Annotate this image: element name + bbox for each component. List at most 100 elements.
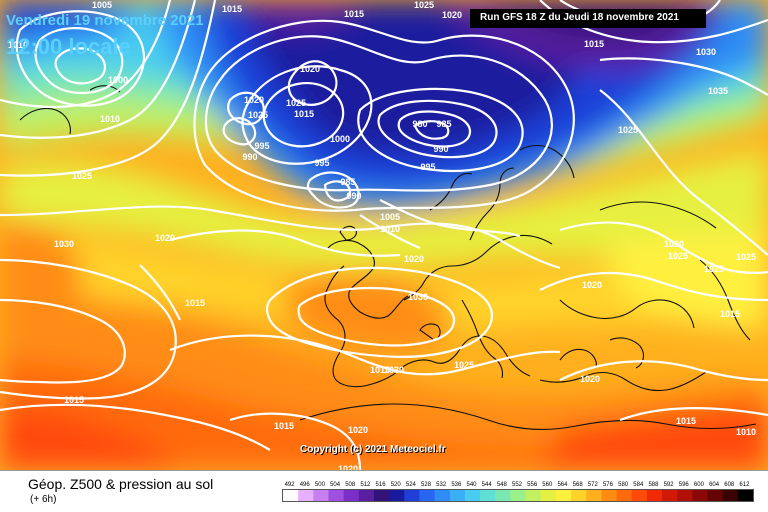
pressure-label: 990	[346, 191, 361, 201]
scale-swatch	[389, 490, 405, 501]
pressure-label: 1020	[348, 425, 368, 435]
scale-swatch	[586, 490, 602, 501]
pressure-label: 1015	[676, 416, 696, 426]
scale-tick-label: 604	[709, 482, 720, 488]
scale-tick-label: 508	[345, 482, 356, 488]
scale-swatch	[313, 490, 329, 501]
scale-tick-label: 560	[542, 482, 553, 488]
scale-swatch	[662, 490, 678, 501]
pressure-label: 1015	[274, 421, 294, 431]
pressure-label: 1015	[720, 309, 740, 319]
scale-swatch	[737, 490, 753, 501]
pressure-label: 1010	[736, 427, 756, 437]
scale-swatch	[631, 490, 648, 501]
color-scale-bar	[282, 489, 754, 502]
pressure-label: 1030	[54, 239, 74, 249]
pressure-label: 1005	[380, 212, 400, 222]
scale-tick-label: 500	[315, 482, 326, 488]
pressure-label: 1005	[92, 0, 112, 10]
pressure-label: 1025	[72, 171, 92, 181]
scale-swatch	[510, 490, 527, 501]
scale-swatch	[298, 490, 314, 501]
pressure-label: 1015	[222, 4, 242, 14]
scale-swatch	[601, 490, 618, 501]
scale-swatch	[343, 490, 360, 501]
pressure-label: 1025	[414, 0, 434, 10]
scale-swatch	[404, 490, 420, 501]
scale-swatch	[480, 490, 496, 501]
scale-swatch	[495, 490, 511, 501]
pressure-label: 990	[242, 152, 257, 162]
scale-swatch	[434, 490, 451, 501]
scale-tick-label: 540	[467, 482, 478, 488]
scale-tick-label: 588	[648, 482, 659, 488]
pressure-label: 1015	[584, 39, 604, 49]
scale-tick-label: 492	[285, 482, 296, 488]
pressure-label: 1015	[294, 109, 314, 119]
geopotential-field	[0, 0, 768, 470]
scale-tick-label: 496	[300, 482, 311, 488]
scale-swatch	[722, 490, 739, 501]
pressure-label: 1015	[185, 298, 205, 308]
pressure-label: 1010	[8, 40, 28, 50]
scale-swatch	[525, 490, 542, 501]
pressure-label: 1025	[454, 360, 474, 370]
scale-tick-label: 600	[694, 482, 705, 488]
scale-swatch	[328, 490, 345, 501]
forecast-offset: (+ 6h)	[30, 494, 57, 505]
pressure-labels: 1005 1015 1015 1025 1020 1015 1000 1010 …	[8, 0, 756, 470]
pressure-label: 1030	[696, 47, 716, 57]
scale-swatch	[540, 490, 557, 501]
pressure-label: 980	[412, 119, 427, 129]
scale-tick-label: 504	[330, 482, 341, 488]
scale-tick-label: 544	[482, 482, 493, 488]
pressure-label: 1015	[64, 395, 84, 405]
scale-swatch	[283, 490, 299, 501]
color-scale-labels: 492 496 500 504 508 512 516 520 524 528 532 536 540 5…	[285, 482, 751, 488]
scale-tick-label: 592	[664, 482, 675, 488]
scale-swatch	[646, 490, 663, 501]
scale-swatch	[358, 490, 375, 501]
scale-tick-label: 596	[679, 482, 690, 488]
pressure-label: 990	[433, 144, 448, 154]
scale-swatch	[373, 490, 390, 501]
scale-tick-label: 612	[739, 482, 750, 488]
scale-swatch	[707, 490, 724, 501]
pressure-label: 1020	[338, 464, 358, 470]
scale-tick-label: 608	[724, 482, 735, 488]
pressure-label: 995	[254, 141, 269, 151]
pressure-label: 1025	[668, 251, 688, 261]
pressure-label: 1030	[384, 365, 404, 375]
pressure-label: 1015	[344, 9, 364, 19]
scale-tick-label: 548	[497, 482, 508, 488]
scale-tick-label: 532	[436, 482, 447, 488]
forecast-time: 12:00 locale	[6, 34, 131, 59]
pressure-label: 985	[436, 119, 451, 129]
scale-swatch	[555, 490, 572, 501]
scale-swatch	[449, 490, 466, 501]
pressure-label: 985	[340, 177, 355, 187]
scale-swatch	[571, 490, 587, 501]
scale-tick-label: 520	[391, 482, 402, 488]
scale-tick-label: 528	[421, 482, 432, 488]
pressure-label: 1020	[300, 64, 320, 74]
pressure-label: 1020	[404, 254, 424, 264]
scale-tick-label: 524	[406, 482, 417, 488]
pressure-label: 995	[314, 158, 329, 168]
scale-swatch	[677, 490, 693, 501]
scale-tick-label: 576	[603, 482, 614, 488]
pressure-label: 1025	[248, 110, 268, 120]
chart-title: Géop. Z500 & pression au sol	[28, 476, 214, 492]
scale-swatch	[464, 490, 481, 501]
run-info: Run GFS 18 Z du Jeudi 18 novembre 2021	[480, 12, 679, 23]
pressure-label: 1020	[664, 239, 684, 249]
pressure-label: 1025	[286, 98, 306, 108]
scale-tick-label: 568	[573, 482, 584, 488]
pressure-label: 1025	[618, 125, 638, 135]
copyright: Copyright (c) 2021 Meteociel.fr	[300, 444, 446, 455]
scale-tick-label: 564	[557, 482, 568, 488]
scale-tick-label: 552	[512, 482, 523, 488]
pressure-label: 1020	[244, 95, 264, 105]
pressure-label: 1020	[442, 10, 462, 20]
